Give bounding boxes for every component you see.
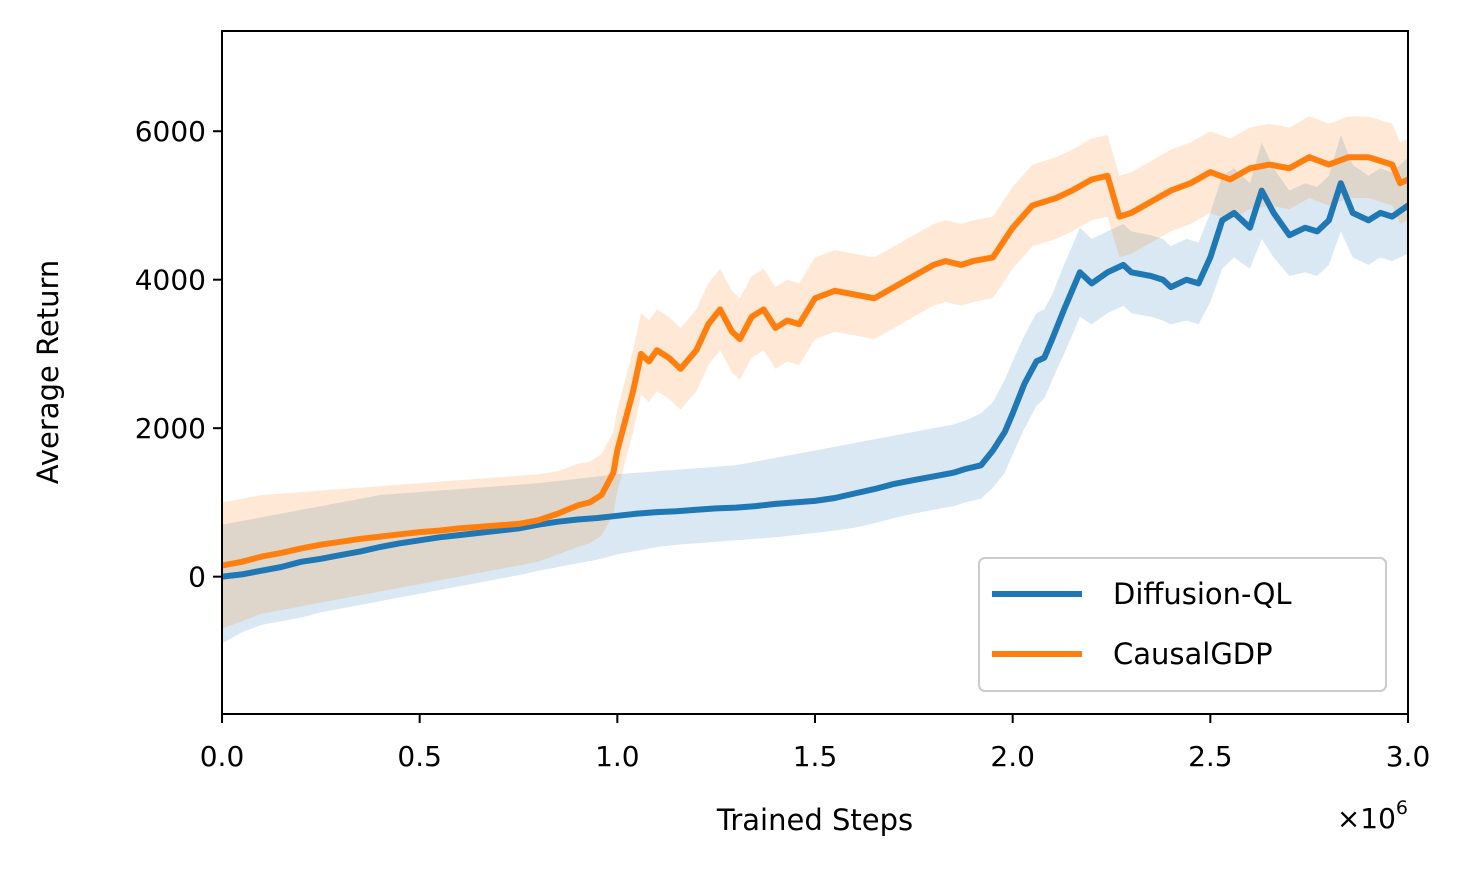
x-tick-label: 0.5: [397, 740, 442, 773]
x-multiplier-base: ×10: [1337, 802, 1396, 835]
x-tick-label: 2.5: [1188, 740, 1233, 773]
x-tick-label: 1.5: [793, 740, 838, 773]
y-tick-label: 6000: [135, 115, 206, 148]
y-axis-label: Average Return: [31, 260, 65, 485]
x-axis-multiplier: ×106: [1337, 797, 1408, 835]
x-tick-label: 0.0: [200, 740, 245, 773]
x-axis-ticks: 0.0 0.5 1.0 1.5 2.0 2.5 3.0: [200, 714, 1431, 773]
band-diffusion-ql: [222, 134, 1408, 644]
y-tick-label: 2000: [135, 412, 206, 445]
legend-label-causalgdp: CausalGDP: [1113, 637, 1273, 671]
legend: Diffusion-QL CausalGDP: [978, 557, 1387, 692]
series-lines: [222, 154, 1408, 580]
y-tick-label: 4000: [135, 264, 206, 297]
y-axis-ticks: 0 2000 4000 6000: [135, 115, 222, 594]
legend-label-diffusion-ql: Diffusion-QL: [1113, 577, 1292, 611]
x-tick-label: 3.0: [1386, 740, 1431, 773]
x-tick-label: 1.0: [595, 740, 640, 773]
line-diffusion-ql: [222, 180, 1408, 580]
y-tick-label: 0: [188, 561, 206, 594]
band-causalgdp: [222, 116, 1408, 629]
confidence-bands: [222, 116, 1408, 644]
x-tick-label: 2.0: [990, 740, 1035, 773]
x-axis-label: Trained Steps: [716, 803, 913, 837]
x-multiplier-exponent: 6: [1396, 797, 1408, 819]
line-causalgdp: [222, 154, 1408, 569]
